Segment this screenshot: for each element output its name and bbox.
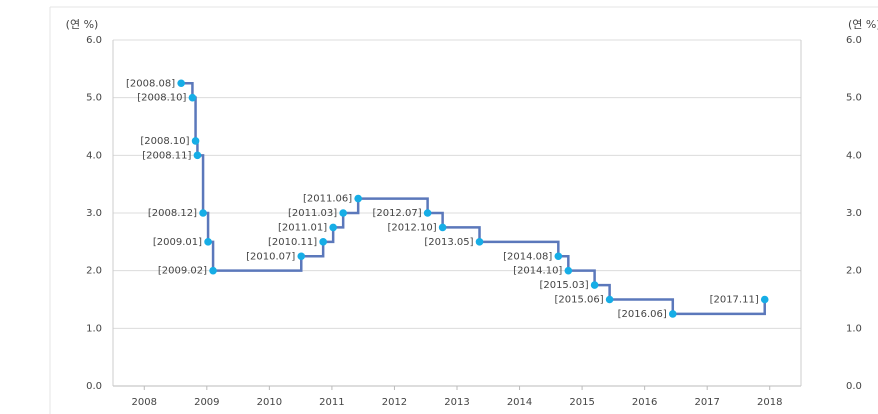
x-tick-label: 2014 bbox=[507, 397, 532, 408]
point bbox=[191, 137, 200, 145]
point-label: [2011.01] bbox=[278, 222, 327, 233]
x-tick-label: 2009 bbox=[194, 397, 219, 408]
x-tick-label: 2018 bbox=[757, 397, 782, 408]
x-tick-label: 2016 bbox=[632, 397, 657, 408]
point bbox=[668, 310, 677, 318]
point-label: [2011.06] bbox=[303, 194, 352, 205]
point bbox=[209, 266, 217, 275]
point-label: [2008.10] bbox=[140, 136, 189, 147]
y2-tick-label: 4.0 bbox=[846, 150, 862, 161]
point-label: [2008.12] bbox=[148, 208, 197, 219]
point bbox=[177, 79, 185, 88]
y-axis-label: (연 %) bbox=[66, 18, 99, 31]
point bbox=[193, 151, 202, 160]
y2-tick-label: 0.0 bbox=[846, 381, 862, 392]
point-label: [2014.10] bbox=[513, 266, 562, 277]
x-tick-label: 2015 bbox=[569, 397, 594, 408]
point bbox=[590, 281, 599, 289]
y2-axis-label: (연 %) bbox=[848, 18, 878, 31]
x-tick-label: 2010 bbox=[257, 397, 282, 408]
point bbox=[760, 295, 769, 304]
point bbox=[605, 295, 614, 304]
x-tick-label: 2011 bbox=[319, 397, 344, 408]
point bbox=[297, 252, 306, 261]
y-tick-label: 5.0 bbox=[86, 93, 102, 104]
point-label: [2008.10] bbox=[137, 93, 186, 104]
point bbox=[423, 209, 432, 217]
y-tick-label: 6.0 bbox=[86, 35, 102, 46]
y2-tick-label: 5.0 bbox=[846, 93, 862, 104]
point-label: [2013.05] bbox=[424, 237, 473, 248]
point bbox=[204, 238, 212, 246]
point bbox=[319, 238, 327, 246]
point bbox=[339, 209, 347, 217]
point-label: [2017.11] bbox=[710, 295, 759, 306]
point bbox=[188, 93, 197, 102]
point bbox=[438, 223, 447, 232]
point-label: [2008.08] bbox=[126, 78, 175, 89]
point bbox=[354, 194, 362, 203]
point-label: [2010.11] bbox=[268, 237, 317, 248]
y2-tick-label: 2.0 bbox=[846, 266, 862, 277]
y2-tick-label: 3.0 bbox=[846, 208, 862, 219]
point bbox=[329, 223, 337, 232]
y-tick-label: 4.0 bbox=[86, 150, 102, 161]
point-label: [2015.06] bbox=[554, 295, 603, 306]
point-label: [2008.11] bbox=[142, 150, 191, 161]
y-tick-label: 2.0 bbox=[86, 266, 102, 277]
point-label: [2014.08] bbox=[503, 251, 552, 262]
x-tick-label: 2013 bbox=[444, 397, 469, 408]
point-label: [2010.07] bbox=[246, 251, 295, 262]
point-label: [2011.03] bbox=[288, 208, 337, 219]
y-tick-label: 1.0 bbox=[86, 323, 102, 334]
y-tick-label: 0.0 bbox=[86, 381, 102, 392]
x-tick-label: 2012 bbox=[382, 397, 407, 408]
step-line bbox=[181, 82, 766, 316]
x-tick-label: 2008 bbox=[132, 397, 157, 408]
y2-tick-label: 1.0 bbox=[846, 323, 862, 334]
y2-tick-label: 6.0 bbox=[846, 35, 862, 46]
point bbox=[199, 209, 207, 217]
point-label: [2016.06] bbox=[618, 309, 667, 320]
point bbox=[564, 266, 573, 275]
point-label: [2015.03] bbox=[539, 280, 588, 291]
point-label: [2012.10] bbox=[387, 222, 436, 233]
point-label: [2009.01] bbox=[153, 237, 202, 248]
point bbox=[475, 238, 484, 246]
point-label: [2009.02] bbox=[158, 266, 207, 277]
x-tick-label: 2017 bbox=[694, 397, 719, 408]
point bbox=[554, 252, 563, 261]
y-tick-label: 3.0 bbox=[86, 208, 102, 219]
point-label: [2012.07] bbox=[372, 208, 421, 219]
